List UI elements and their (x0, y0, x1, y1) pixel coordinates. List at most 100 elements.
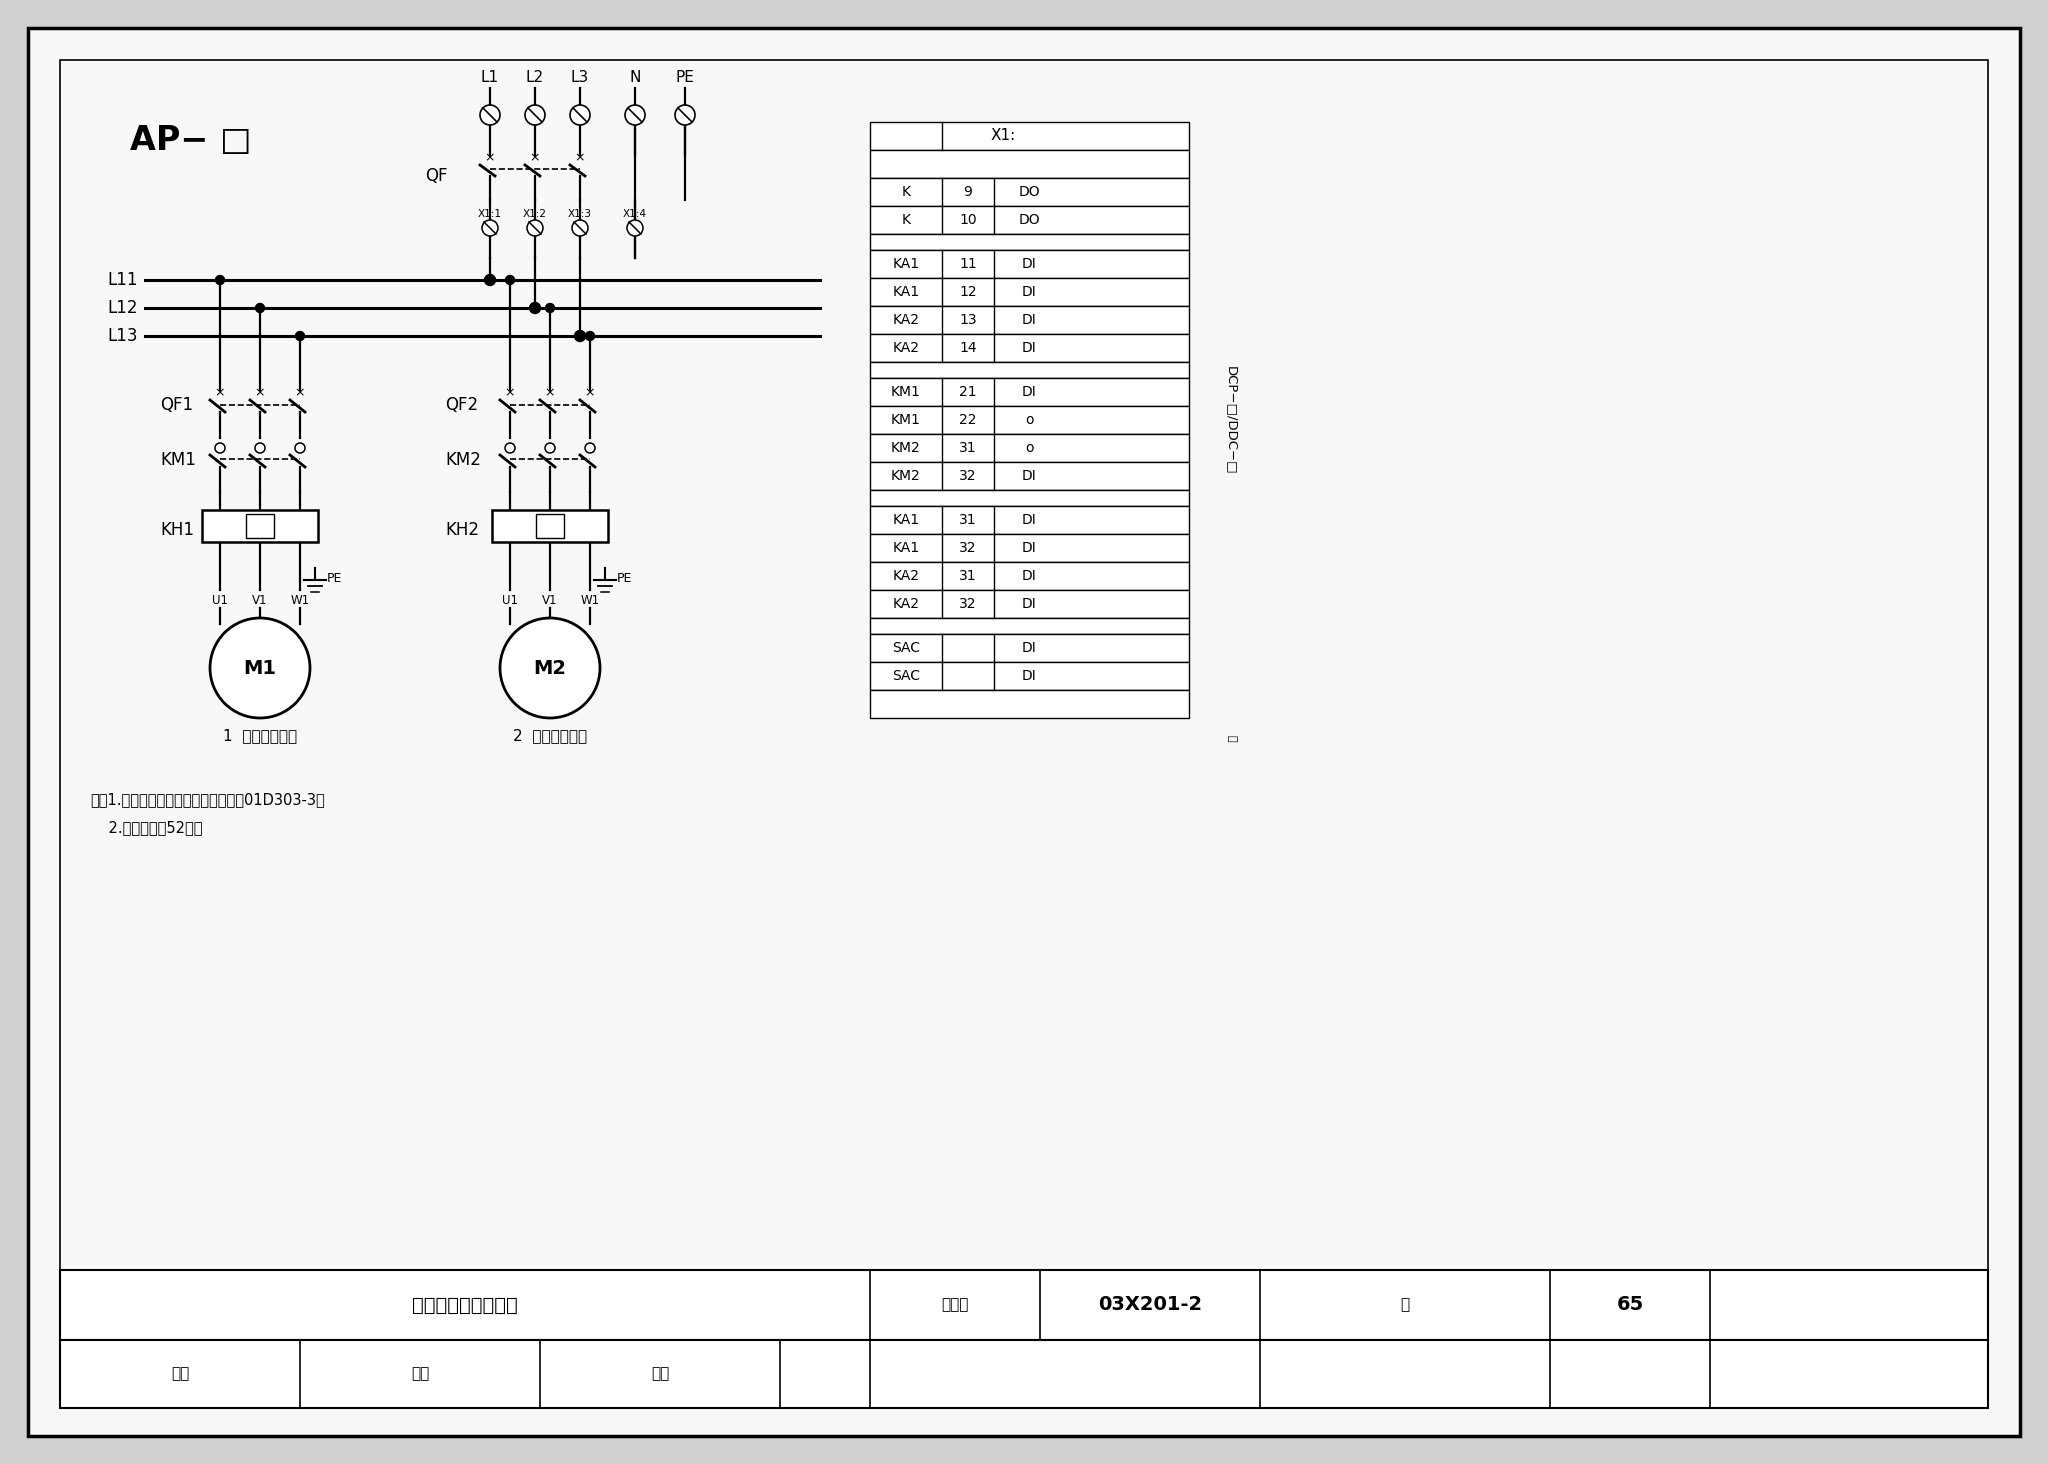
Circle shape (295, 444, 305, 452)
Bar (870, 590, 1190, 618)
Text: L11: L11 (106, 271, 137, 288)
Text: ×: × (545, 386, 555, 400)
Bar (870, 562, 1190, 590)
Circle shape (215, 444, 225, 452)
Text: N: N (629, 70, 641, 85)
Text: KM2: KM2 (891, 441, 922, 455)
Text: SAC: SAC (893, 669, 920, 684)
Text: KM2: KM2 (444, 451, 481, 468)
Text: U1: U1 (213, 593, 227, 606)
Bar (870, 334, 1190, 362)
Text: ×: × (586, 386, 596, 400)
Bar (870, 690, 1190, 717)
Text: 65: 65 (1616, 1296, 1645, 1315)
Text: 22: 22 (958, 413, 977, 427)
Text: 31: 31 (958, 512, 977, 527)
Text: 排水（污）泥控制笱: 排水（污）泥控制笱 (412, 1296, 518, 1315)
Circle shape (295, 331, 305, 341)
Bar (870, 534, 1190, 562)
Text: DCP−□/DDC−□: DCP−□/DDC−□ (1225, 366, 1237, 474)
Bar (59, 1269, 1989, 1340)
Text: DI: DI (1022, 597, 1036, 610)
Text: KA2: KA2 (893, 341, 920, 354)
Circle shape (586, 331, 594, 341)
Text: DI: DI (1022, 542, 1036, 555)
Text: 11: 11 (958, 258, 977, 271)
Text: 2  排水（污）泥: 2 排水（污）泥 (512, 729, 588, 744)
Text: 21: 21 (958, 385, 977, 400)
Text: 32: 32 (958, 597, 977, 610)
Circle shape (506, 444, 514, 452)
Text: ×: × (575, 151, 586, 164)
Bar (870, 378, 1190, 406)
Circle shape (479, 105, 500, 124)
Bar (870, 278, 1190, 306)
Text: KA2: KA2 (893, 569, 920, 583)
Text: QF2: QF2 (444, 395, 477, 414)
Text: U1: U1 (502, 593, 518, 606)
Text: KA1: KA1 (893, 512, 920, 527)
Text: 12: 12 (958, 285, 977, 299)
Bar (870, 662, 1190, 690)
Text: KM1: KM1 (160, 451, 197, 468)
Text: M1: M1 (244, 659, 276, 678)
Text: W1: W1 (580, 593, 600, 606)
Bar (537, 514, 563, 537)
Text: 03X201-2: 03X201-2 (1098, 1296, 1202, 1315)
Circle shape (256, 303, 264, 312)
Text: ×: × (215, 386, 225, 400)
Text: X1:: X1: (991, 129, 1016, 143)
Text: 设计: 设计 (651, 1366, 670, 1382)
Text: V1: V1 (252, 593, 268, 606)
Text: DI: DI (1022, 258, 1036, 271)
Text: KA1: KA1 (893, 258, 920, 271)
Text: 审核: 审核 (170, 1366, 188, 1382)
Text: 校对: 校对 (412, 1366, 430, 1382)
Text: QF1: QF1 (160, 395, 193, 414)
Text: KA2: KA2 (893, 597, 920, 610)
Circle shape (569, 105, 590, 124)
Circle shape (545, 444, 555, 452)
Circle shape (625, 105, 645, 124)
Text: 10: 10 (958, 212, 977, 227)
Circle shape (530, 303, 541, 313)
Circle shape (500, 618, 600, 717)
Text: DI: DI (1022, 512, 1036, 527)
Bar (203, 509, 317, 542)
Circle shape (481, 220, 498, 236)
Text: 注：1.排水（污）泥控制电路图见图集01D303-3。: 注：1.排水（污）泥控制电路图见图集01D303-3。 (90, 792, 326, 808)
Text: DI: DI (1022, 468, 1036, 483)
Text: X1:3: X1:3 (567, 209, 592, 220)
Bar (870, 206, 1190, 234)
Bar (870, 463, 1190, 490)
Text: QF: QF (426, 167, 449, 184)
Text: KA2: KA2 (893, 313, 920, 326)
Circle shape (627, 220, 643, 236)
Text: ×: × (254, 386, 266, 400)
Text: 32: 32 (958, 468, 977, 483)
Circle shape (575, 331, 586, 341)
Circle shape (545, 303, 555, 312)
Bar (870, 179, 1190, 206)
Text: 31: 31 (958, 569, 977, 583)
Bar (870, 149, 1190, 179)
Text: 制: 制 (1227, 735, 1237, 741)
Bar (870, 234, 1190, 250)
Text: ×: × (485, 151, 496, 164)
Circle shape (526, 220, 543, 236)
Text: X1:1: X1:1 (477, 209, 502, 220)
Text: o: o (1024, 413, 1034, 427)
Text: ×: × (530, 151, 541, 164)
Circle shape (524, 105, 545, 124)
Circle shape (211, 618, 309, 717)
Text: KA1: KA1 (893, 285, 920, 299)
Bar (870, 507, 1190, 534)
Text: DI: DI (1022, 641, 1036, 654)
Text: DI: DI (1022, 313, 1036, 326)
Text: PE: PE (676, 70, 694, 85)
Text: o: o (1024, 441, 1034, 455)
Circle shape (215, 275, 225, 284)
Text: L3: L3 (571, 70, 590, 85)
Bar (870, 433, 1190, 463)
Text: DI: DI (1022, 569, 1036, 583)
